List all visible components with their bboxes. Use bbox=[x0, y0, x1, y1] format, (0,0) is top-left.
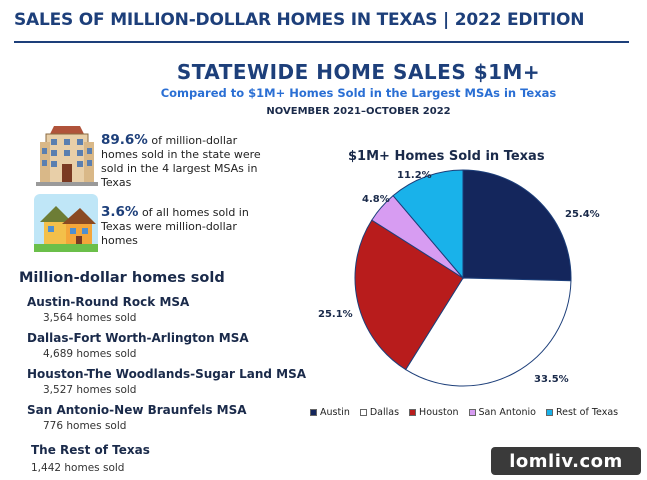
legend-label: Dallas bbox=[369, 407, 400, 418]
legend-swatch bbox=[409, 409, 417, 416]
pie-slice-rest-of-texas bbox=[392, 169, 464, 280]
legend-item-dallas: Dallas bbox=[359, 407, 400, 418]
building-icon bbox=[36, 120, 98, 192]
pie-label-rest-of-texas: 11.2% bbox=[397, 170, 432, 181]
legend-swatch bbox=[310, 409, 317, 416]
stat-text: of million-dollar homes sold in the stat… bbox=[101, 134, 261, 189]
legend-label: San Antonio bbox=[478, 407, 536, 418]
stat-million-dollar-share: 89.6% of million-dollar homes sold in th… bbox=[101, 133, 271, 190]
msa-count-dallas: 4,689 homes sold bbox=[43, 348, 137, 360]
legend-item-austin: Austin bbox=[310, 407, 350, 418]
msa-count-san-antonio: 776 homes sold bbox=[43, 420, 127, 432]
pie-chart: 25.4% 33.5% 25.1% 4.8% 11.2% bbox=[318, 169, 600, 387]
legend-label: Houston bbox=[419, 407, 459, 418]
date-range: NOVEMBER 2021–OCTOBER 2022 bbox=[266, 106, 451, 117]
main-title: STATEWIDE HOME SALES $1M+ bbox=[176, 60, 541, 84]
legend-item-san-antonio: San Antonio bbox=[468, 407, 536, 418]
stat-text: of all homes sold in Texas were million-… bbox=[101, 206, 249, 247]
watermark: lomliv.com bbox=[491, 447, 641, 475]
chart-legend: Austin Dallas Houston San Antonio Rest of Te… bbox=[310, 407, 618, 418]
header-divider bbox=[14, 41, 629, 43]
msa-count-austin: 3,564 homes sold bbox=[43, 312, 137, 324]
houses-icon bbox=[34, 194, 98, 256]
pie-label-houston: 25.1% bbox=[318, 309, 353, 320]
main-subtitle: Compared to $1M+ Homes Sold in the Large… bbox=[160, 86, 557, 100]
legend-swatch bbox=[359, 409, 367, 416]
pie-label-dallas: 33.5% bbox=[534, 374, 569, 385]
stat-value: 3.6% bbox=[101, 204, 139, 220]
msa-count-rest-of-texas: 1,442 homes sold bbox=[31, 462, 125, 474]
pie-chart-title: $1M+ Homes Sold in Texas bbox=[348, 149, 545, 164]
legend-item-houston: Houston bbox=[409, 407, 459, 418]
msa-name-san-antonio: San Antonio-New Braunfels MSA bbox=[27, 403, 247, 417]
msa-section-heading: Million-dollar homes sold bbox=[19, 270, 225, 286]
legend-swatch bbox=[468, 409, 476, 416]
legend-swatch bbox=[545, 409, 553, 416]
msa-name-dallas: Dallas-Fort Worth-Arlington MSA bbox=[27, 331, 249, 345]
legend-label: Rest of Texas bbox=[555, 407, 619, 418]
msa-name-austin: Austin-Round Rock MSA bbox=[27, 295, 190, 309]
pie-slice-austin bbox=[462, 169, 572, 282]
page-header-title: SALES OF MILLION-DOLLAR HOMES IN TEXAS |… bbox=[14, 10, 585, 30]
msa-name-rest-of-texas: The Rest of Texas bbox=[31, 443, 150, 457]
stat-value: 89.6% bbox=[101, 132, 148, 148]
pie-label-austin: 25.4% bbox=[565, 209, 600, 220]
legend-item-rest-of-texas: Rest of Texas bbox=[545, 407, 619, 418]
pie-slice-houston bbox=[354, 219, 464, 371]
pie-slice-dallas bbox=[405, 277, 572, 387]
pie-label-san-antonio: 4.8% bbox=[362, 194, 390, 205]
legend-label: Austin bbox=[320, 407, 350, 418]
msa-name-houston: Houston-The Woodlands-Sugar Land MSA bbox=[27, 367, 307, 381]
stat-all-homes-share: 3.6% of all homes sold in Texas were mil… bbox=[101, 205, 271, 248]
msa-count-houston: 3,527 homes sold bbox=[43, 384, 137, 396]
